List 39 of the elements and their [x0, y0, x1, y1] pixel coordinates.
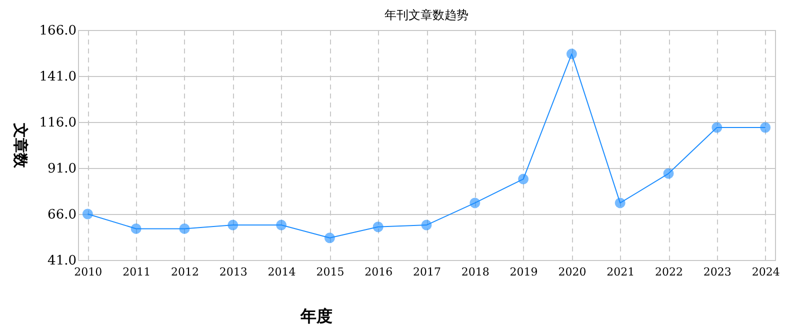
- y-tick-label: 141.0: [39, 70, 76, 84]
- y-tick-label: 91.0: [48, 162, 76, 176]
- point: [372, 222, 384, 232]
- y-tick-label: 41.0: [48, 254, 76, 268]
- point: [470, 198, 480, 208]
- point: [276, 220, 287, 230]
- x-tick-label: 2015: [316, 266, 344, 278]
- chart-title: 年刊文章数趋势: [384, 8, 468, 22]
- point: [82, 208, 93, 220]
- y-tick-label: 116.0: [39, 116, 76, 130]
- x-tick-label: 2021: [606, 266, 635, 278]
- x-tick-label: 2019: [510, 266, 538, 278]
- x-tick-label: 2018: [461, 266, 490, 278]
- point: [712, 122, 722, 133]
- point: [228, 220, 238, 230]
- x-tick-label: 2020: [558, 266, 586, 278]
- x-tick-label: 2011: [122, 266, 151, 278]
- point: [130, 223, 142, 234]
- x-tick-label: 2010: [74, 266, 102, 278]
- point: [566, 48, 577, 60]
- point: [324, 232, 335, 244]
- point: [518, 174, 529, 184]
- x-tick-label: 2024: [752, 266, 780, 278]
- x-tick-label: 2013: [219, 266, 248, 278]
- x-tick-label: 2017: [413, 266, 441, 278]
- y-axis-title: 文章数: [12, 122, 30, 169]
- x-tick-label: 2012: [170, 266, 199, 278]
- y-tick-label: 66.0: [48, 208, 76, 222]
- point: [421, 220, 432, 230]
- point: [663, 168, 674, 179]
- x-axis-title: 年度: [300, 306, 332, 326]
- y-tick-label: 166.0: [39, 24, 76, 38]
- x-tick-label: 2014: [268, 266, 296, 278]
- point: [179, 223, 190, 234]
- x-tick-label: 2023: [703, 266, 732, 278]
- x-tick-label: 2016: [364, 266, 393, 278]
- point: [614, 198, 626, 208]
- x-tick-label: 2022: [655, 266, 684, 278]
- point: [760, 122, 771, 133]
